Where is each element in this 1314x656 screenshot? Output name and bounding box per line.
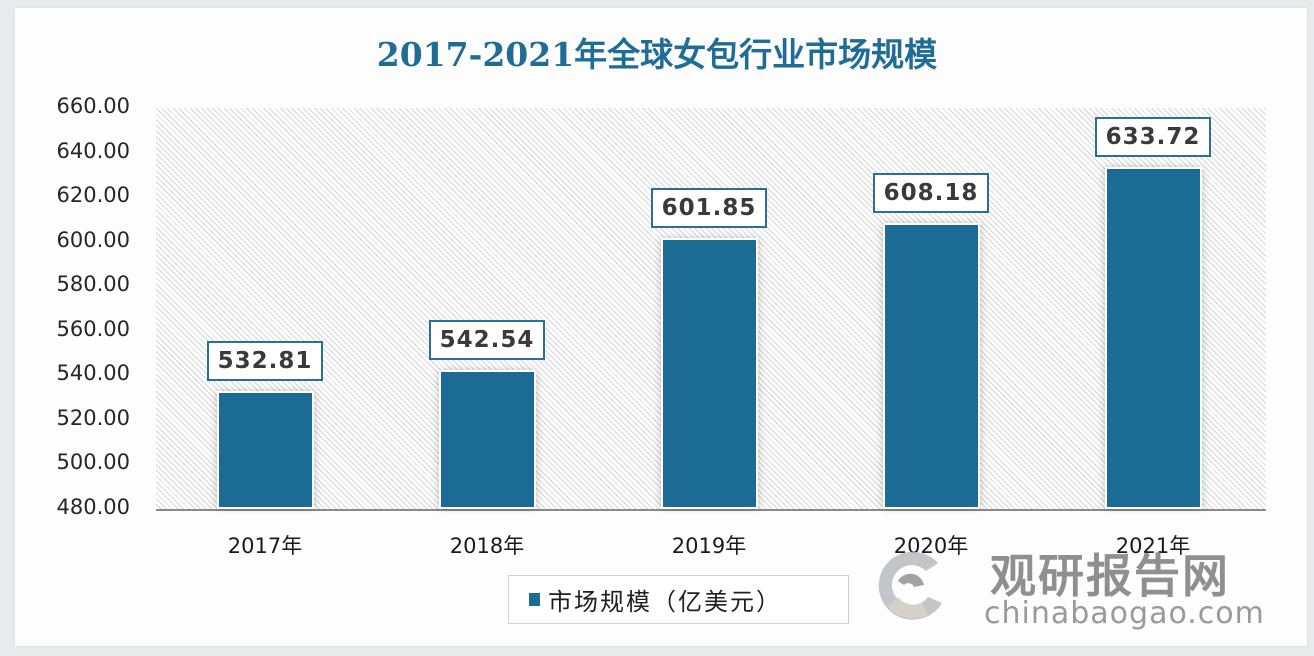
legend: 市场规模（亿美元） <box>508 575 849 624</box>
data-label: 608.18 <box>873 173 989 214</box>
data-label: 542.54 <box>429 319 545 360</box>
x-tick-label: 2021年 <box>1115 534 1191 558</box>
y-tick-label: 540.00 <box>56 361 130 386</box>
x-axis-line <box>156 509 1266 511</box>
legend-swatch <box>529 593 540 606</box>
y-tick-label: 640.00 <box>56 138 130 163</box>
x-tick-label: 2017年 <box>227 534 303 558</box>
legend-label: 市场规模（亿美元） <box>548 588 782 616</box>
bar <box>660 237 758 509</box>
y-tick-label: 500.00 <box>56 450 130 475</box>
bar <box>1104 166 1202 509</box>
data-label: 633.72 <box>1095 116 1211 157</box>
bar <box>438 369 536 509</box>
data-label: 532.81 <box>207 341 323 382</box>
y-tick-label: 600.00 <box>56 227 130 252</box>
chart-title: 2017-2021年全球女包行业市场规模 <box>376 35 938 74</box>
bar <box>882 223 980 509</box>
y-tick-label: 620.00 <box>56 183 130 208</box>
y-tick-label: 480.00 <box>56 495 130 519</box>
x-tick-label: 2019年 <box>671 534 747 558</box>
data-label: 601.85 <box>651 187 767 228</box>
watermark-url: chinabaogao.com <box>984 596 1265 631</box>
watermark-logo-icon <box>878 551 942 620</box>
y-tick-label: 580.00 <box>56 272 130 297</box>
x-tick-label: 2018年 <box>449 534 525 558</box>
y-tick-label: 560.00 <box>56 316 130 341</box>
bar <box>216 391 314 509</box>
y-tick-label: 660.00 <box>56 94 130 118</box>
watermark-name: 观研报告网 <box>990 549 1230 603</box>
y-tick-label: 520.00 <box>56 405 130 430</box>
